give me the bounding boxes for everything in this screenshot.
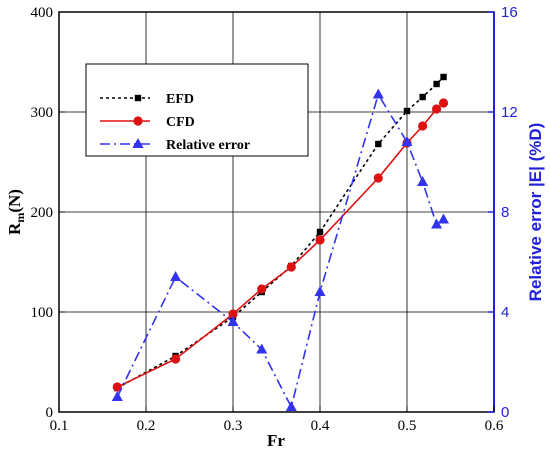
- data-point-relative-error: [438, 213, 450, 224]
- data-point-efd: [433, 80, 440, 88]
- series-line-efd: [116, 76, 445, 389]
- y2-tick-label: 16: [501, 4, 518, 21]
- data-point-relative-error: [256, 343, 268, 354]
- x-tick-label: 0.3: [224, 418, 243, 434]
- y-axis-title-sub: m: [13, 213, 27, 223]
- data-point-cfd: [170, 354, 181, 364]
- legend-label: CFD: [166, 115, 195, 130]
- data-point-efd: [440, 73, 447, 81]
- legend-marker: [133, 116, 143, 126]
- data-point-relative-error: [227, 316, 239, 326]
- y2-tick-label: 12: [501, 104, 518, 121]
- data-point-cfd: [315, 235, 325, 245]
- data-point-cfd: [286, 262, 296, 272]
- x-tick-label: 0.1: [50, 418, 69, 434]
- legend-marker: [134, 94, 142, 102]
- data-point-relative-error: [372, 88, 384, 99]
- legend: EFD CFD Relative error: [85, 63, 309, 157]
- x-tick-label: 0.5: [398, 418, 417, 434]
- y2-tick-label: 8: [501, 204, 509, 221]
- legend-marker: [132, 138, 144, 148]
- data-point-cfd: [257, 284, 267, 294]
- data-point-cfd: [418, 121, 428, 131]
- x-tick-label: 0.6: [485, 418, 504, 434]
- data-point-cfd: [228, 309, 238, 319]
- y-tick-label: 0: [46, 405, 54, 421]
- x-axis-title: Fr: [267, 431, 285, 450]
- data-point-cfd: [373, 173, 383, 183]
- y-tick-label: 300: [31, 105, 54, 121]
- legend-label: Relative error: [166, 138, 250, 153]
- x-tick-label: 0.2: [137, 418, 156, 434]
- data-point-efd: [419, 93, 426, 101]
- legend-item-cfd: CFD: [100, 115, 195, 130]
- data-point-relative-error: [417, 176, 429, 186]
- y-axis-title: Rm(N): [5, 189, 27, 235]
- y-tick-label: 100: [31, 305, 54, 321]
- y2-axis-title: Relative error |E| (%D): [526, 123, 545, 302]
- y-axis-title-main: R: [5, 222, 24, 235]
- legend-label: EFD: [166, 92, 194, 107]
- legend-item-efd: EFD: [100, 92, 194, 107]
- y-tick-label: 400: [31, 5, 54, 21]
- data-point-relative-error: [285, 401, 297, 411]
- y2-tick-label: 0: [501, 404, 509, 421]
- data-point-relative-error: [111, 391, 123, 401]
- legend-item-relative-error: Relative error: [100, 138, 250, 153]
- y2-tick-label: 4: [501, 304, 509, 321]
- data-point-relative-error: [431, 218, 443, 229]
- data-point-relative-error: [401, 136, 413, 146]
- data-point-cfd: [431, 104, 442, 114]
- data-point-efd: [403, 107, 411, 115]
- data-point-efd: [375, 140, 382, 148]
- data-point-cfd: [438, 98, 449, 108]
- series-relative-error: [111, 88, 450, 411]
- data-point-efd: [316, 228, 324, 236]
- y-tick-label: 200: [31, 205, 54, 221]
- data-point-relative-error: [314, 286, 326, 296]
- x-tick-label: 0.4: [311, 418, 330, 434]
- data-point-relative-error: [170, 271, 182, 281]
- data-point-cfd: [112, 382, 122, 392]
- y-axis-title-unit: (N): [5, 189, 24, 213]
- series-layer: [111, 73, 450, 411]
- legend-box: [85, 63, 309, 157]
